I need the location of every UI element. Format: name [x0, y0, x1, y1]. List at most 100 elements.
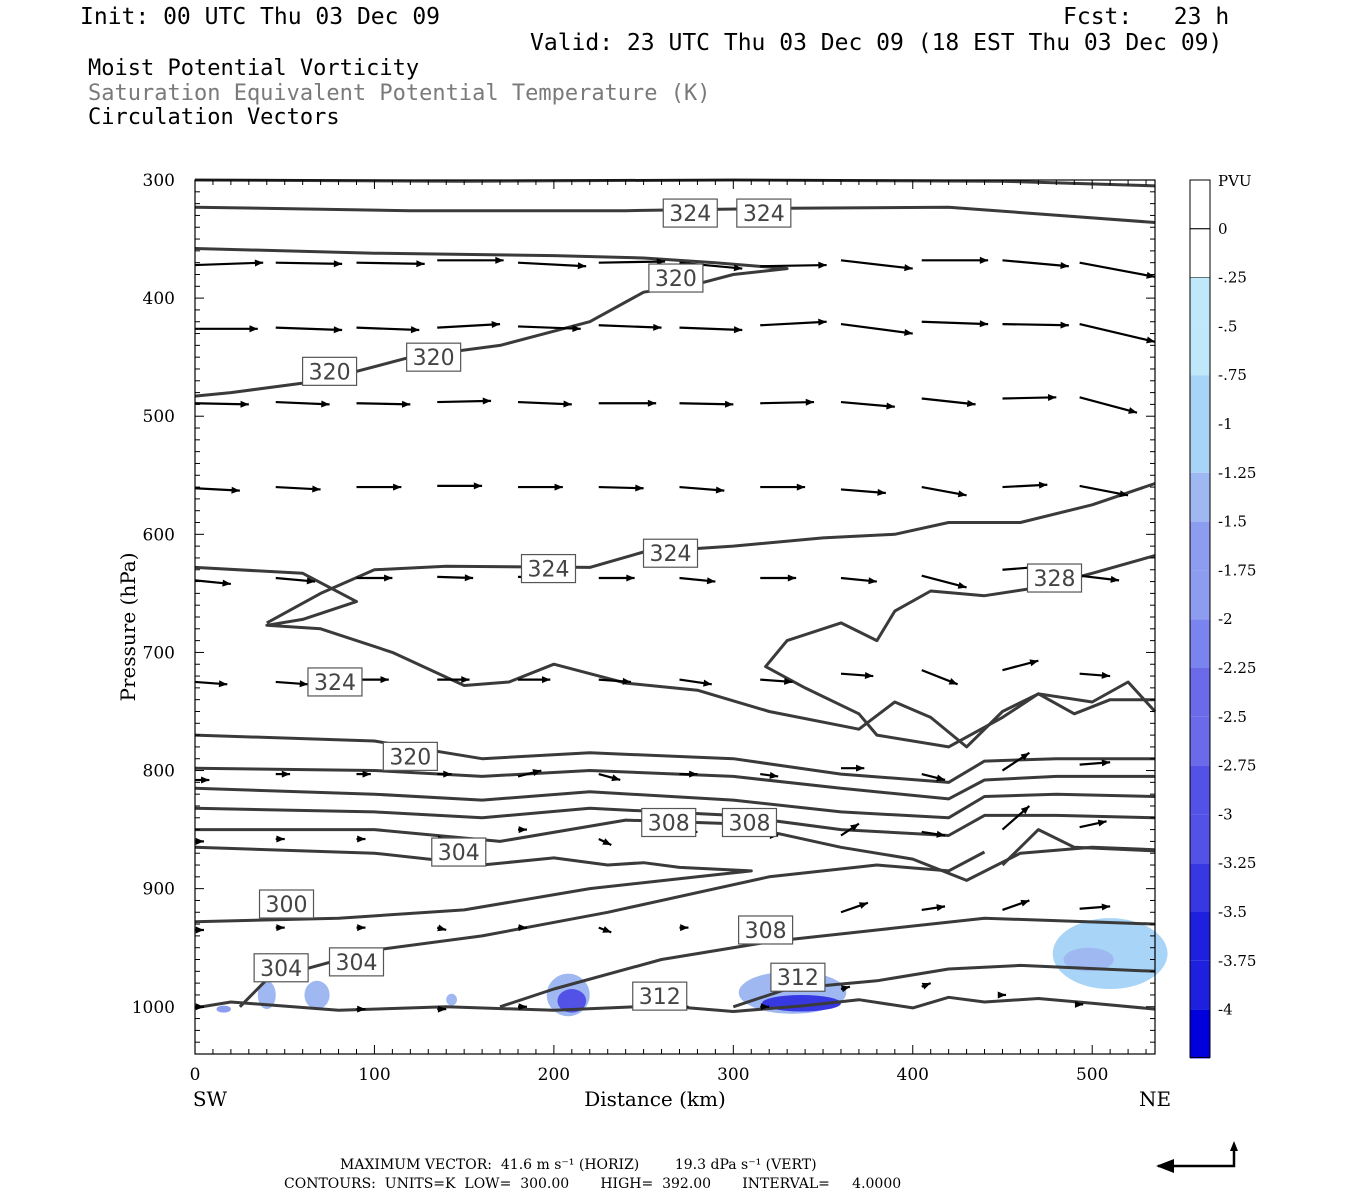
vector-arrow — [275, 400, 330, 408]
vector-arrow — [517, 483, 563, 491]
contour-label-box — [258, 889, 315, 919]
vector-shaft — [679, 326, 743, 332]
vector-arrow — [1002, 321, 1069, 329]
contour-info-note: CONTOURS: UNITS=K LOW= 300.00 HIGH= 392.… — [284, 1176, 902, 1192]
vector-arrow — [1002, 259, 1069, 269]
contour-label: 304 — [438, 841, 480, 866]
vector-arrow — [921, 982, 932, 990]
vector-head — [532, 769, 542, 776]
contour-label-box — [307, 667, 363, 697]
vector-arrow — [921, 320, 989, 328]
vector-head — [1119, 490, 1129, 498]
vector-shaft — [1079, 261, 1156, 278]
contour-label: 324 — [527, 558, 569, 583]
vector-arrow — [921, 574, 967, 589]
vector-arrow — [840, 400, 895, 410]
vector-arrow — [356, 835, 366, 843]
plot-frame — [194, 179, 1156, 1055]
vector-head — [1038, 481, 1048, 489]
vector-arrow — [598, 773, 621, 782]
vector-arrow — [437, 676, 470, 684]
colorbar-cell — [1190, 375, 1210, 424]
vector-arrow — [1001, 751, 1030, 772]
contour-label-box — [642, 538, 699, 568]
vector-shaft — [1002, 322, 1069, 327]
vector-arrow — [679, 924, 689, 932]
contour-label: 320 — [389, 745, 431, 770]
vector-head — [437, 924, 447, 932]
contour-label-box — [738, 915, 794, 945]
vector-head — [1020, 805, 1030, 815]
vector-head — [850, 823, 859, 832]
vector-head — [904, 328, 913, 336]
vector-arrow — [679, 770, 698, 778]
vector-arrow — [1079, 484, 1129, 498]
vector-head — [464, 574, 474, 582]
vector-shaft — [1002, 396, 1057, 400]
contour-label: 320 — [655, 267, 697, 292]
vector-arrow — [598, 574, 635, 582]
colorbar-label: -3 — [1218, 805, 1233, 823]
vector-arrow — [275, 326, 343, 334]
pv-region — [216, 1005, 231, 1013]
vector-arrow — [517, 826, 527, 834]
vector-arrow — [275, 680, 309, 688]
vector-head — [818, 318, 827, 326]
colorbar-label: -2.75 — [1218, 757, 1256, 775]
vector-shaft — [437, 399, 492, 404]
colorbar-label: -.25 — [1218, 269, 1247, 287]
contour-label: 304 — [260, 957, 302, 982]
vector-arrow — [921, 904, 946, 912]
vector-arrow — [356, 260, 425, 268]
contour-label: 328 — [1034, 567, 1076, 592]
vector-arrow — [760, 483, 806, 491]
contour-line — [732, 963, 1156, 1009]
vector-shaft — [760, 400, 815, 405]
vector-head — [904, 264, 913, 272]
vector-shaft — [356, 402, 411, 406]
vector-head — [611, 774, 621, 782]
vector-head — [254, 259, 264, 267]
vector-arrow — [356, 326, 420, 334]
vector-arrow — [760, 771, 779, 779]
contour-label: 324 — [314, 671, 356, 696]
vector-head — [518, 924, 527, 932]
vector-head — [715, 486, 725, 494]
vector-head — [321, 400, 330, 408]
vector-arrow — [1079, 671, 1111, 679]
x-tick-label: 300 — [717, 1065, 749, 1085]
vector-head — [393, 483, 402, 491]
colorbar-label: -3.5 — [1218, 903, 1247, 921]
vector-head — [276, 924, 285, 932]
colorbar-cell — [1190, 863, 1210, 912]
contour-label-box — [328, 947, 385, 977]
vector-arrow — [1079, 323, 1156, 344]
vector-arrow — [598, 258, 666, 266]
colorbar-label: -1.5 — [1218, 513, 1247, 531]
contour-label-box — [382, 741, 438, 771]
vector-head — [724, 400, 734, 408]
vector-head — [886, 402, 895, 410]
vector-head — [1101, 759, 1111, 767]
vector-head — [473, 482, 483, 490]
contour-line — [266, 482, 1156, 625]
vector-head — [333, 260, 343, 268]
vector-head — [281, 770, 291, 778]
vector-arrow — [921, 773, 946, 782]
vector-head — [384, 574, 393, 582]
vector-arrow — [437, 574, 474, 582]
vector-arrow — [840, 259, 913, 272]
vector-head — [1020, 752, 1030, 761]
vector-head — [1128, 407, 1138, 414]
vector-arrow — [1002, 481, 1048, 489]
contour-label: 300 — [266, 893, 308, 918]
contour-label-box — [301, 356, 358, 386]
vector-arrow — [679, 576, 716, 585]
colorbar-label: -2 — [1218, 610, 1233, 628]
valid-time: Valid: 23 UTC Thu 03 Dec 09 (18 EST Thu … — [530, 30, 1223, 56]
contour-label: 324 — [669, 202, 711, 227]
vector-head — [240, 400, 249, 408]
vector-head — [201, 776, 210, 784]
vector-arrow — [1001, 805, 1031, 831]
forecast-hour: Fcst: 23 h — [1063, 4, 1230, 30]
